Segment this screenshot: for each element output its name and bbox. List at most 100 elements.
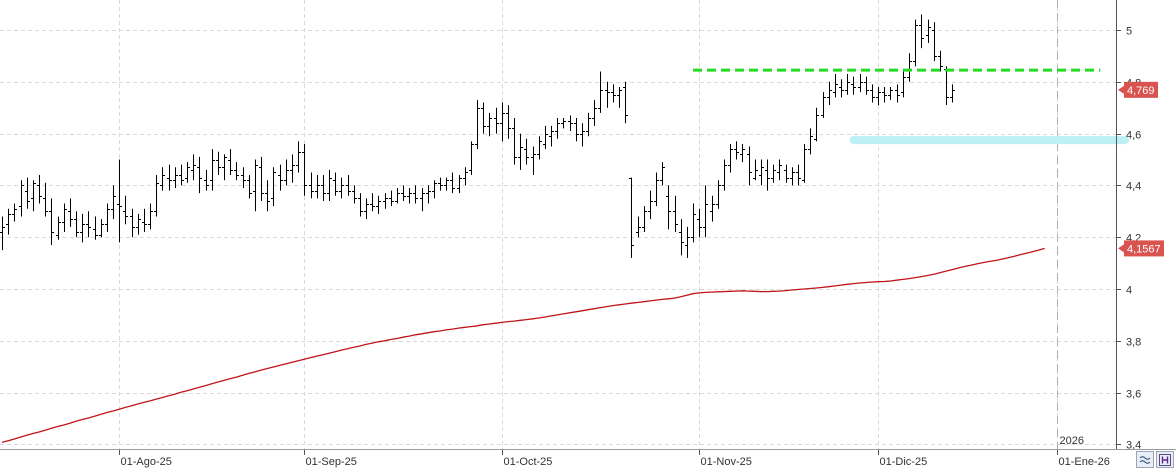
- ohlc-bar: [802, 143, 807, 183]
- ohlc-bar: [592, 99, 597, 126]
- ohlc-bar: [160, 167, 165, 191]
- ohlc-bar: [315, 175, 320, 199]
- ohlc-bar: [660, 162, 665, 186]
- ohlc-bar: [123, 195, 128, 225]
- ohlc-bar: [629, 177, 634, 258]
- ohlc-bar: [827, 81, 832, 106]
- ohlc-bar: [333, 172, 338, 196]
- y-tick-label: 4: [1126, 285, 1132, 297]
- ohlc-bar: [62, 203, 67, 233]
- ohlc-bar: [241, 167, 246, 188]
- ohlc-bar: [296, 141, 301, 173]
- ohlc-bar: [919, 14, 924, 49]
- ohlc-bar: [703, 185, 708, 238]
- ohlc-bar: [93, 216, 98, 240]
- ohlc-bar: [420, 187, 425, 212]
- price-tag-pointer: [1118, 244, 1124, 253]
- ohlc-bar: [697, 208, 702, 238]
- ohlc-bar: [247, 175, 252, 199]
- ohlc-bar: [56, 216, 61, 240]
- ohlc-bar: [309, 172, 314, 199]
- ohlc-bar: [413, 185, 418, 204]
- ohlc-bar: [506, 105, 511, 139]
- ohlc-bar: [531, 146, 536, 176]
- ohlc-bar: [494, 107, 499, 134]
- ohlc-bar: [814, 107, 819, 142]
- ohlc-bar: [364, 198, 369, 220]
- ohlc-bar: [870, 84, 875, 103]
- h-panel-icon[interactable]: [1156, 451, 1174, 468]
- ohlc-bar: [346, 175, 351, 196]
- ohlc-bar: [25, 177, 30, 209]
- ohlc-bar: [130, 208, 135, 238]
- y-tick-label: 3,8: [1126, 337, 1141, 349]
- ohlc-bar: [907, 53, 912, 82]
- x-tick-label: 01-Ago-25: [121, 456, 172, 468]
- ohlc-bar: [284, 159, 289, 186]
- ohlc-bar: [210, 149, 215, 191]
- x-tick-label: 01-Nov-25: [701, 456, 752, 468]
- ohlc-bar: [136, 213, 141, 235]
- ohlc-bar: [407, 187, 412, 204]
- ohlc-bar: [339, 177, 344, 199]
- ohlc-bar: [679, 219, 684, 256]
- price-tag-box: [1124, 81, 1158, 98]
- moving-average-line: [1, 247, 1045, 443]
- y-tick-label: 4,6: [1126, 130, 1141, 142]
- ohlc-bar: [370, 193, 375, 212]
- ohlc-bar: [771, 164, 776, 183]
- ohlc-bar: [358, 193, 363, 217]
- ohlc-bar: [537, 136, 542, 160]
- ohlc-bar: [722, 159, 727, 191]
- ohlc-bar: [617, 86, 622, 108]
- ohlc-bar: [685, 226, 690, 258]
- ohlc-bar: [12, 203, 17, 222]
- ohlc-bar: [438, 177, 443, 191]
- approx-wave-icon[interactable]: [1136, 451, 1154, 468]
- ohlc-bar: [6, 208, 11, 235]
- ohlc-bar: [808, 128, 813, 155]
- ohlc-bar: [487, 112, 492, 137]
- ohlc-bar: [432, 180, 437, 199]
- ohlc-bar: [302, 143, 307, 196]
- ohlc-bar: [654, 172, 659, 207]
- ohlc-bar: [950, 84, 955, 103]
- ohlc-bar: [463, 167, 468, 186]
- y-tick-label: 3,4: [1126, 440, 1141, 452]
- ohlc-bar: [426, 185, 431, 204]
- ohlc-bar: [716, 180, 721, 209]
- ohlc-bar: [290, 154, 295, 183]
- ohlc-bar: [49, 198, 54, 245]
- ohlc-bar: [876, 86, 881, 106]
- ohlc-bar: [636, 216, 641, 238]
- ohlc-bar: [401, 185, 406, 201]
- ohlc-bar: [543, 125, 548, 150]
- ohlc-bar: [185, 162, 190, 183]
- ohlc-bar: [580, 123, 585, 147]
- ohlc-bar: [845, 74, 850, 95]
- ohlc-bar: [197, 156, 202, 194]
- ohlc-bar: [383, 193, 388, 209]
- ohlc-bar: [888, 86, 893, 100]
- ohlc-bar: [740, 143, 745, 163]
- price-tag-box: [1124, 240, 1164, 257]
- ohlc-bar: [179, 164, 184, 186]
- ohlc-bar: [278, 164, 283, 191]
- ohlc-bar: [31, 180, 36, 212]
- price-tag-pointer: [1118, 85, 1124, 94]
- ohlc-bar: [216, 151, 221, 176]
- ohlc-bar: [19, 180, 24, 217]
- ohlc-bar: [765, 159, 770, 191]
- ohlc-bar: [642, 206, 647, 233]
- ohlc-bar: [734, 141, 739, 160]
- moving-average-layer: [1, 247, 1045, 443]
- ohlc-bar: [259, 156, 264, 201]
- ohlc-bar: [839, 79, 844, 98]
- ohlc-bar: [173, 167, 178, 188]
- x-tick-label: 01-Ene-26: [1059, 456, 1110, 468]
- ohlc-bar: [154, 175, 159, 217]
- ohlc-bar: [481, 102, 486, 134]
- ohlc-bar: [457, 175, 462, 194]
